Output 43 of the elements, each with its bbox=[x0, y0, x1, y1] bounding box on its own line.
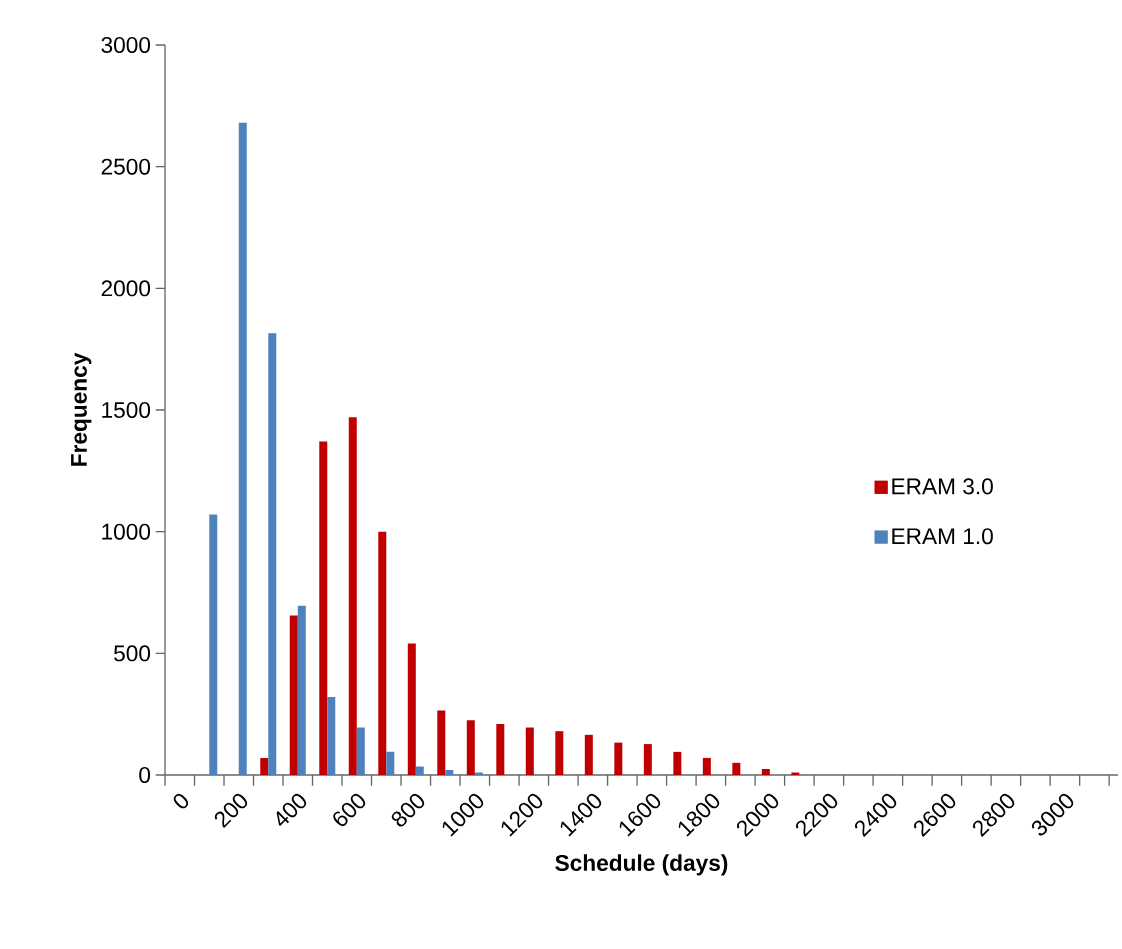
y-tick-label: 2000 bbox=[101, 280, 151, 297]
bar bbox=[437, 710, 446, 775]
y-tick-label: 3000 bbox=[101, 36, 151, 54]
y-tick-label: 1000 bbox=[102, 523, 151, 540]
bar bbox=[584, 734, 593, 775]
bar bbox=[496, 723, 505, 775]
bar bbox=[466, 720, 475, 775]
x-tick-label: 600 bbox=[333, 793, 366, 826]
bar bbox=[525, 727, 534, 775]
bar bbox=[555, 731, 564, 775]
x-tick-label: 200 bbox=[214, 793, 248, 829]
bar bbox=[327, 697, 336, 775]
y-tick-label: 0 bbox=[139, 766, 151, 784]
bar bbox=[415, 766, 424, 775]
bar bbox=[673, 751, 682, 775]
x-tick-label: 400 bbox=[276, 793, 307, 827]
y-tick-label: 2500 bbox=[101, 158, 151, 175]
bar bbox=[209, 514, 218, 775]
bar bbox=[297, 605, 306, 775]
bar bbox=[702, 757, 711, 775]
legend-label: ERAM 1.0 bbox=[892, 528, 993, 545]
bar bbox=[386, 751, 395, 775]
bar bbox=[348, 417, 357, 775]
bar bbox=[378, 531, 387, 775]
bar bbox=[319, 441, 328, 775]
y-tick-label: 1500 bbox=[102, 401, 151, 419]
bar bbox=[407, 643, 416, 775]
bar bbox=[268, 333, 277, 775]
bar bbox=[732, 762, 741, 775]
y-tick-label: 500 bbox=[114, 645, 151, 662]
bar bbox=[643, 744, 652, 775]
y-axis-title: Frequency bbox=[71, 352, 92, 466]
x-tick-label: 800 bbox=[391, 793, 425, 827]
x-axis-title: Schedule (days) bbox=[555, 854, 728, 876]
legend-label: ERAM 3.0 bbox=[892, 478, 993, 495]
x-tick-label: 0 bbox=[173, 793, 189, 809]
bar bbox=[356, 727, 365, 775]
bar bbox=[761, 768, 770, 775]
bar bbox=[260, 757, 269, 775]
bar bbox=[289, 615, 298, 775]
bar bbox=[614, 742, 623, 775]
bar bbox=[238, 122, 247, 775]
bar bbox=[445, 770, 454, 775]
